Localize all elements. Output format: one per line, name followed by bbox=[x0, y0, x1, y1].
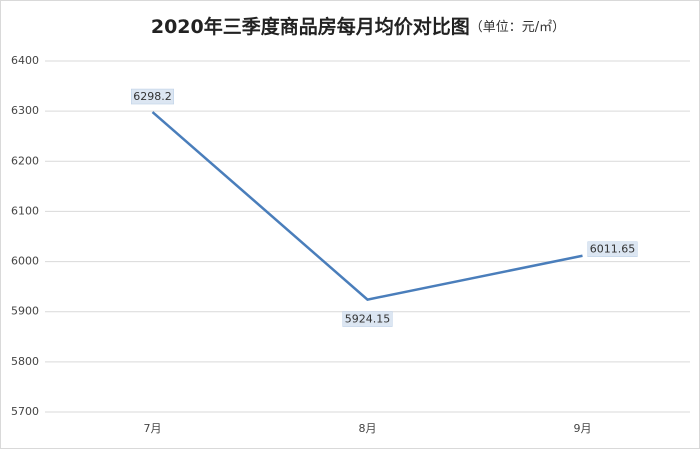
y-tick-label: 6400 bbox=[11, 54, 39, 67]
data-label-group: 6011.65 bbox=[587, 241, 638, 257]
y-tick-label: 6100 bbox=[11, 204, 39, 217]
chart-title-group: 2020年三季度商品房每月均价对比图（单位：元/㎡） bbox=[151, 15, 565, 38]
chart-title: 2020年三季度商品房每月均价对比图 bbox=[151, 15, 470, 38]
data-label: 6298.2 bbox=[133, 90, 172, 103]
x-tick-label: 7月 bbox=[144, 422, 162, 435]
x-tick-label: 9月 bbox=[574, 422, 592, 435]
data-label-box bbox=[131, 88, 174, 105]
y-tick-label: 6300 bbox=[11, 104, 39, 117]
y-tick-label: 5800 bbox=[11, 355, 39, 368]
chart-subtitle: （单位：元/㎡） bbox=[470, 20, 565, 35]
data-label-box bbox=[587, 241, 638, 257]
data-label: 6011.65 bbox=[590, 243, 636, 256]
data-label-group: 5924.15 bbox=[342, 311, 393, 327]
line-series bbox=[151, 111, 583, 301]
y-tick-label: 6200 bbox=[11, 154, 39, 167]
data-label-box bbox=[342, 311, 393, 327]
y-tick-label: 5900 bbox=[11, 305, 39, 318]
data-label-group: 6298.2 bbox=[131, 88, 174, 105]
y-tick-label: 5700 bbox=[11, 405, 39, 418]
x-tick-label: 8月 bbox=[359, 422, 377, 435]
y-tick-label: 6000 bbox=[11, 255, 39, 268]
data-label: 5924.15 bbox=[345, 313, 391, 326]
